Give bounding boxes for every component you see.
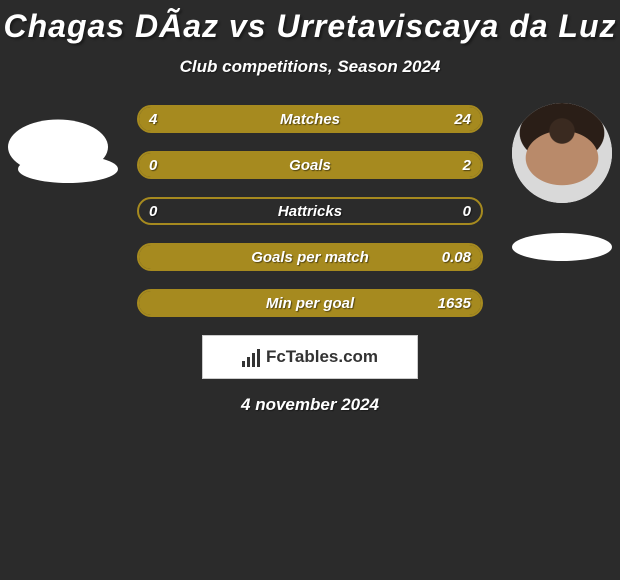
snapshot-date: 4 november 2024 [0, 395, 620, 415]
logo-bars-icon [242, 347, 262, 367]
stat-bar: Matches4 24 [137, 105, 483, 133]
player2-avatar [512, 103, 612, 203]
stat-value-right: 2 [463, 153, 471, 177]
stat-bar: Min per goal1635 [137, 289, 483, 317]
stat-label: Hattricks [139, 199, 481, 223]
stat-label: Min per goal [139, 291, 481, 315]
stat-value-left: 0 [149, 153, 157, 177]
logo-text: FcTables.com [266, 347, 378, 367]
stat-value-left: 4 [149, 107, 157, 131]
stat-value-right: 0.08 [442, 245, 471, 269]
stat-value-right: 0 [463, 199, 471, 223]
player2-face [512, 103, 612, 203]
stat-value-right: 24 [454, 107, 471, 131]
stat-value-left: 0 [149, 199, 157, 223]
stat-bar: Goals per match0.08 [137, 243, 483, 271]
stat-bar: Hattricks0 0 [137, 197, 483, 225]
comparison-subtitle: Club competitions, Season 2024 [0, 57, 620, 77]
comparison-stage: Matches424Goals02Hattricks00Goals per ma… [0, 105, 620, 317]
player2-club-logo [512, 233, 612, 261]
stat-label: Goals per match [139, 245, 481, 269]
player1-club-logo [18, 155, 118, 183]
stat-label: Goals [139, 153, 481, 177]
stat-label: Matches [139, 107, 481, 131]
stat-bars: Matches424Goals02Hattricks00Goals per ma… [137, 105, 483, 317]
fctables-logo[interactable]: FcTables.com [202, 335, 418, 379]
comparison-title: Chagas DÃ­az vs Urretaviscaya da Luz [0, 0, 620, 45]
stat-value-right: 1635 [438, 291, 471, 315]
stat-bar: Goals0 2 [137, 151, 483, 179]
